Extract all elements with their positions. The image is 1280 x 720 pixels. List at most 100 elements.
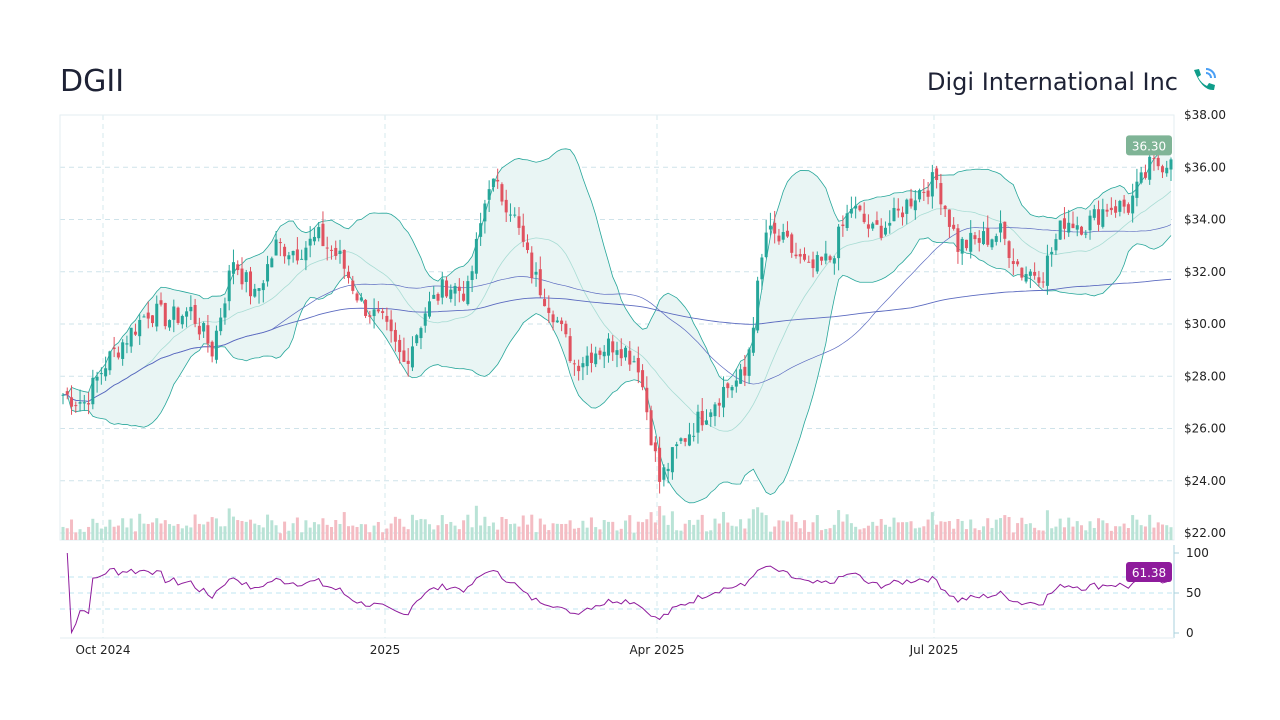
- candle: [1139, 172, 1143, 183]
- candle: [334, 247, 338, 256]
- volume-bar: [287, 530, 291, 540]
- candle: [410, 346, 414, 368]
- volume-bar: [70, 519, 74, 540]
- candle: [713, 404, 717, 417]
- volume-bar: [1071, 526, 1075, 540]
- candle: [432, 294, 436, 299]
- candle: [581, 363, 585, 368]
- ticker-symbol: DGII: [60, 64, 125, 99]
- volume-bar: [329, 527, 333, 540]
- volume-bar: [602, 520, 606, 540]
- volume-bar: [1028, 523, 1032, 540]
- candle: [666, 468, 670, 472]
- volume-bar: [304, 520, 308, 540]
- candle: [381, 311, 385, 313]
- volume-bar: [381, 532, 385, 540]
- volume-bar: [807, 531, 811, 540]
- volume-bar: [811, 522, 815, 540]
- candle: [1156, 157, 1160, 167]
- volume-bar: [1109, 530, 1113, 540]
- candle: [129, 327, 133, 347]
- volume-bar: [947, 521, 951, 540]
- candle: [1011, 261, 1015, 264]
- candle: [393, 329, 397, 342]
- volume-bar: [325, 524, 329, 540]
- candle: [483, 203, 487, 222]
- candle: [295, 249, 299, 261]
- candle: [547, 307, 551, 313]
- candle: [943, 205, 947, 210]
- volume-bar: [466, 514, 470, 540]
- volume-bar: [747, 518, 751, 540]
- candle: [628, 350, 632, 365]
- volume-bar: [598, 529, 602, 540]
- candle: [918, 190, 922, 200]
- candle: [594, 353, 598, 365]
- candle: [1016, 261, 1020, 265]
- rsi-tick-label: 100: [1186, 546, 1209, 560]
- candle: [1037, 277, 1041, 283]
- candle: [487, 189, 491, 200]
- candle: [202, 323, 206, 332]
- volume-bar: [385, 528, 389, 540]
- volume-bar: [922, 526, 926, 540]
- candle: [504, 199, 508, 213]
- volume-bar: [551, 523, 555, 540]
- volume-bar: [901, 522, 905, 540]
- candle: [841, 224, 845, 227]
- candle: [734, 380, 738, 387]
- candle: [675, 444, 679, 447]
- volume-bar: [939, 521, 943, 540]
- candle: [1152, 158, 1156, 160]
- candle: [568, 336, 572, 362]
- candle: [1135, 181, 1139, 198]
- candle: [180, 315, 184, 325]
- candle: [419, 328, 423, 339]
- volume-bar: [376, 521, 380, 540]
- candle: [133, 331, 137, 335]
- candle: [692, 435, 696, 437]
- bollinger-band-fill: [63, 146, 1171, 503]
- candle: [470, 271, 474, 281]
- candle: [491, 178, 495, 188]
- candle: [751, 327, 755, 353]
- x-tick-label: Apr 2025: [629, 643, 684, 657]
- candle: [325, 247, 329, 249]
- volume-bar: [1088, 521, 1092, 540]
- volume-bar: [453, 525, 457, 540]
- candle: [513, 214, 517, 216]
- candle: [960, 238, 964, 254]
- candle: [308, 238, 312, 246]
- candle: [423, 313, 427, 326]
- candle: [717, 402, 721, 406]
- bollinger-upper: [62, 146, 1172, 396]
- volume-bar: [803, 520, 807, 540]
- volume-bar: [462, 520, 466, 540]
- candle: [168, 320, 172, 328]
- candle: [108, 351, 112, 371]
- candle: [1003, 221, 1007, 239]
- candle: [926, 190, 930, 197]
- volume-bar: [508, 524, 512, 540]
- volume-bar: [841, 521, 845, 540]
- volume-bar: [133, 531, 137, 540]
- volume-bar: [436, 525, 440, 540]
- volume-bar: [504, 519, 508, 540]
- volume-bar: [632, 532, 636, 540]
- candle: [287, 255, 291, 260]
- volume-bar: [675, 530, 679, 540]
- volume-bar: [704, 531, 708, 540]
- candle: [964, 239, 968, 249]
- volume-bar: [619, 528, 623, 540]
- candle: [398, 339, 402, 353]
- candle: [803, 253, 807, 260]
- volume-bar: [641, 522, 645, 540]
- volume-bar: [1058, 518, 1062, 540]
- volume-bar: [368, 532, 372, 540]
- candle: [376, 309, 380, 312]
- candle: [1020, 267, 1024, 278]
- candle: [1105, 209, 1109, 212]
- volume-bar: [581, 520, 585, 540]
- volume-bar: [1003, 515, 1007, 540]
